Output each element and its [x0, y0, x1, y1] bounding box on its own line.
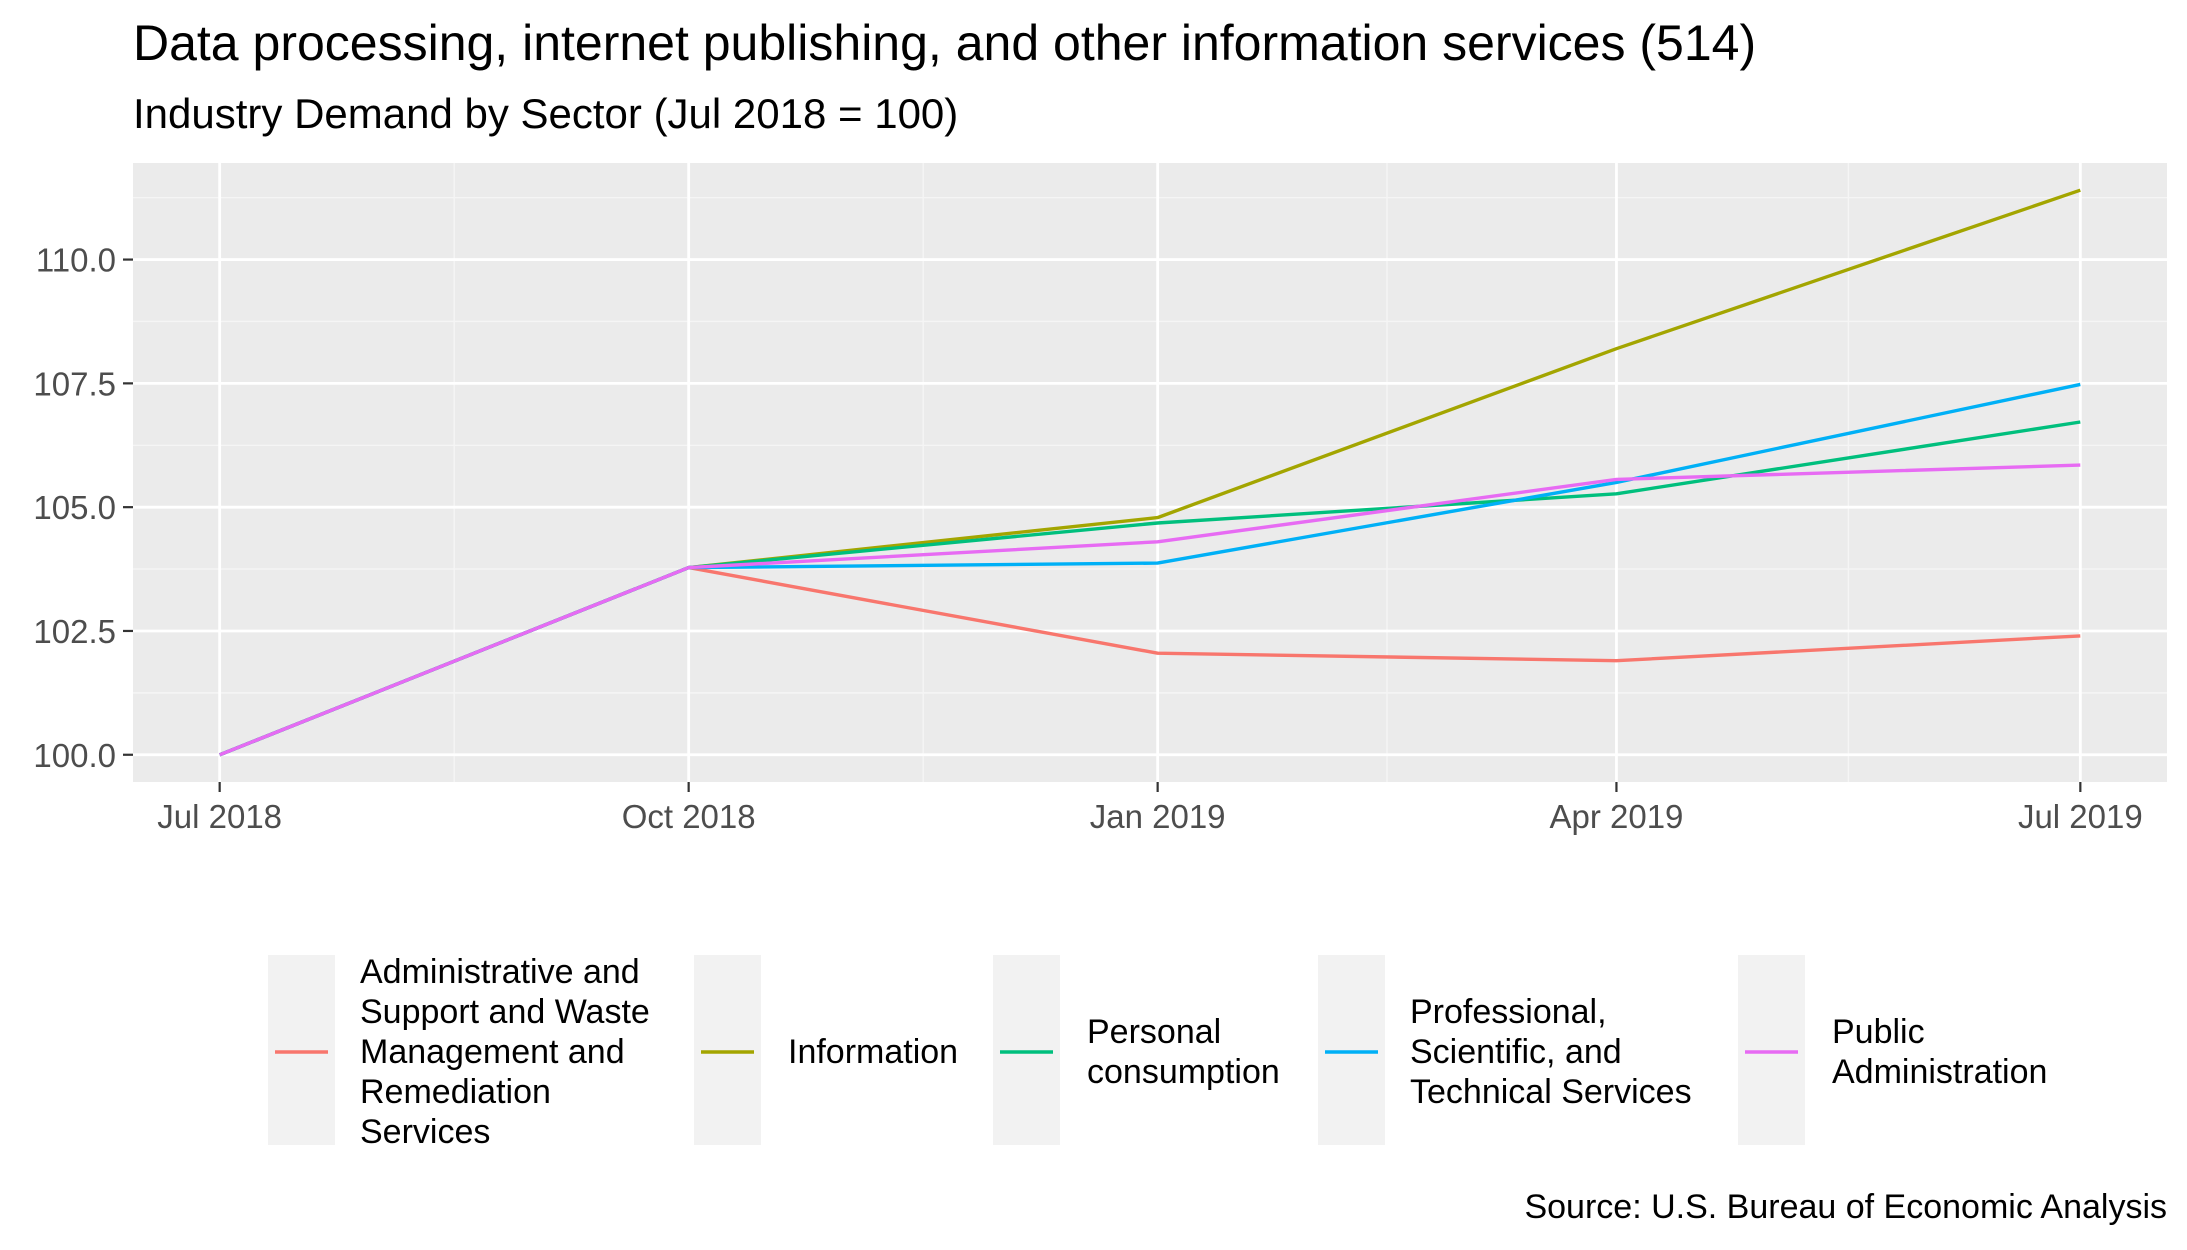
- chart-subtitle: Industry Demand by Sector (Jul 2018 = 10…: [133, 90, 959, 137]
- legend-key-background: [1318, 955, 1385, 1145]
- x-tick-label: Apr 2019: [1549, 798, 1683, 835]
- legend-label: Public Administration: [1832, 1013, 2048, 1091]
- legend-label: Administrative and Support and Waste Man…: [360, 953, 650, 1151]
- y-tick-label: 105.0: [33, 489, 116, 526]
- y-tick-label: 107.5: [33, 365, 116, 402]
- legend-key-background: [268, 955, 335, 1145]
- x-tick-label: Oct 2018: [622, 798, 756, 835]
- legend-label: Professional, Scientific, and Technical …: [1410, 993, 1692, 1111]
- major-gridlines: [133, 163, 2167, 782]
- legend-key-background: [694, 955, 761, 1145]
- legend-key-background: [993, 955, 1060, 1145]
- legend-key-background: [1738, 955, 1805, 1145]
- x-tick-label: Jul 2019: [2018, 798, 2143, 835]
- axes: Jul 2018 Oct 2018 Jan 2019 Apr 2019 Jul 2019…: [33, 242, 2142, 835]
- chart-title: Data processing, internet publishing, an…: [133, 15, 1757, 71]
- source-caption: Source: U.S. Bureau of Economic Analysis: [1524, 1188, 2167, 1226]
- y-tick-label: 110.0: [36, 242, 116, 279]
- series-lines: [219, 188, 2081, 757]
- series-line: [219, 463, 2081, 757]
- y-tick-label: 102.5: [33, 613, 116, 650]
- x-tick-label: Jan 2019: [1090, 798, 1226, 835]
- x-tick-label: Jul 2018: [157, 798, 282, 835]
- legend-label: Information: [788, 1033, 959, 1071]
- legend-label: Personal consumption: [1087, 1013, 1280, 1091]
- legend-keys: [268, 955, 1805, 1145]
- y-tick-label: 100.0: [33, 737, 116, 774]
